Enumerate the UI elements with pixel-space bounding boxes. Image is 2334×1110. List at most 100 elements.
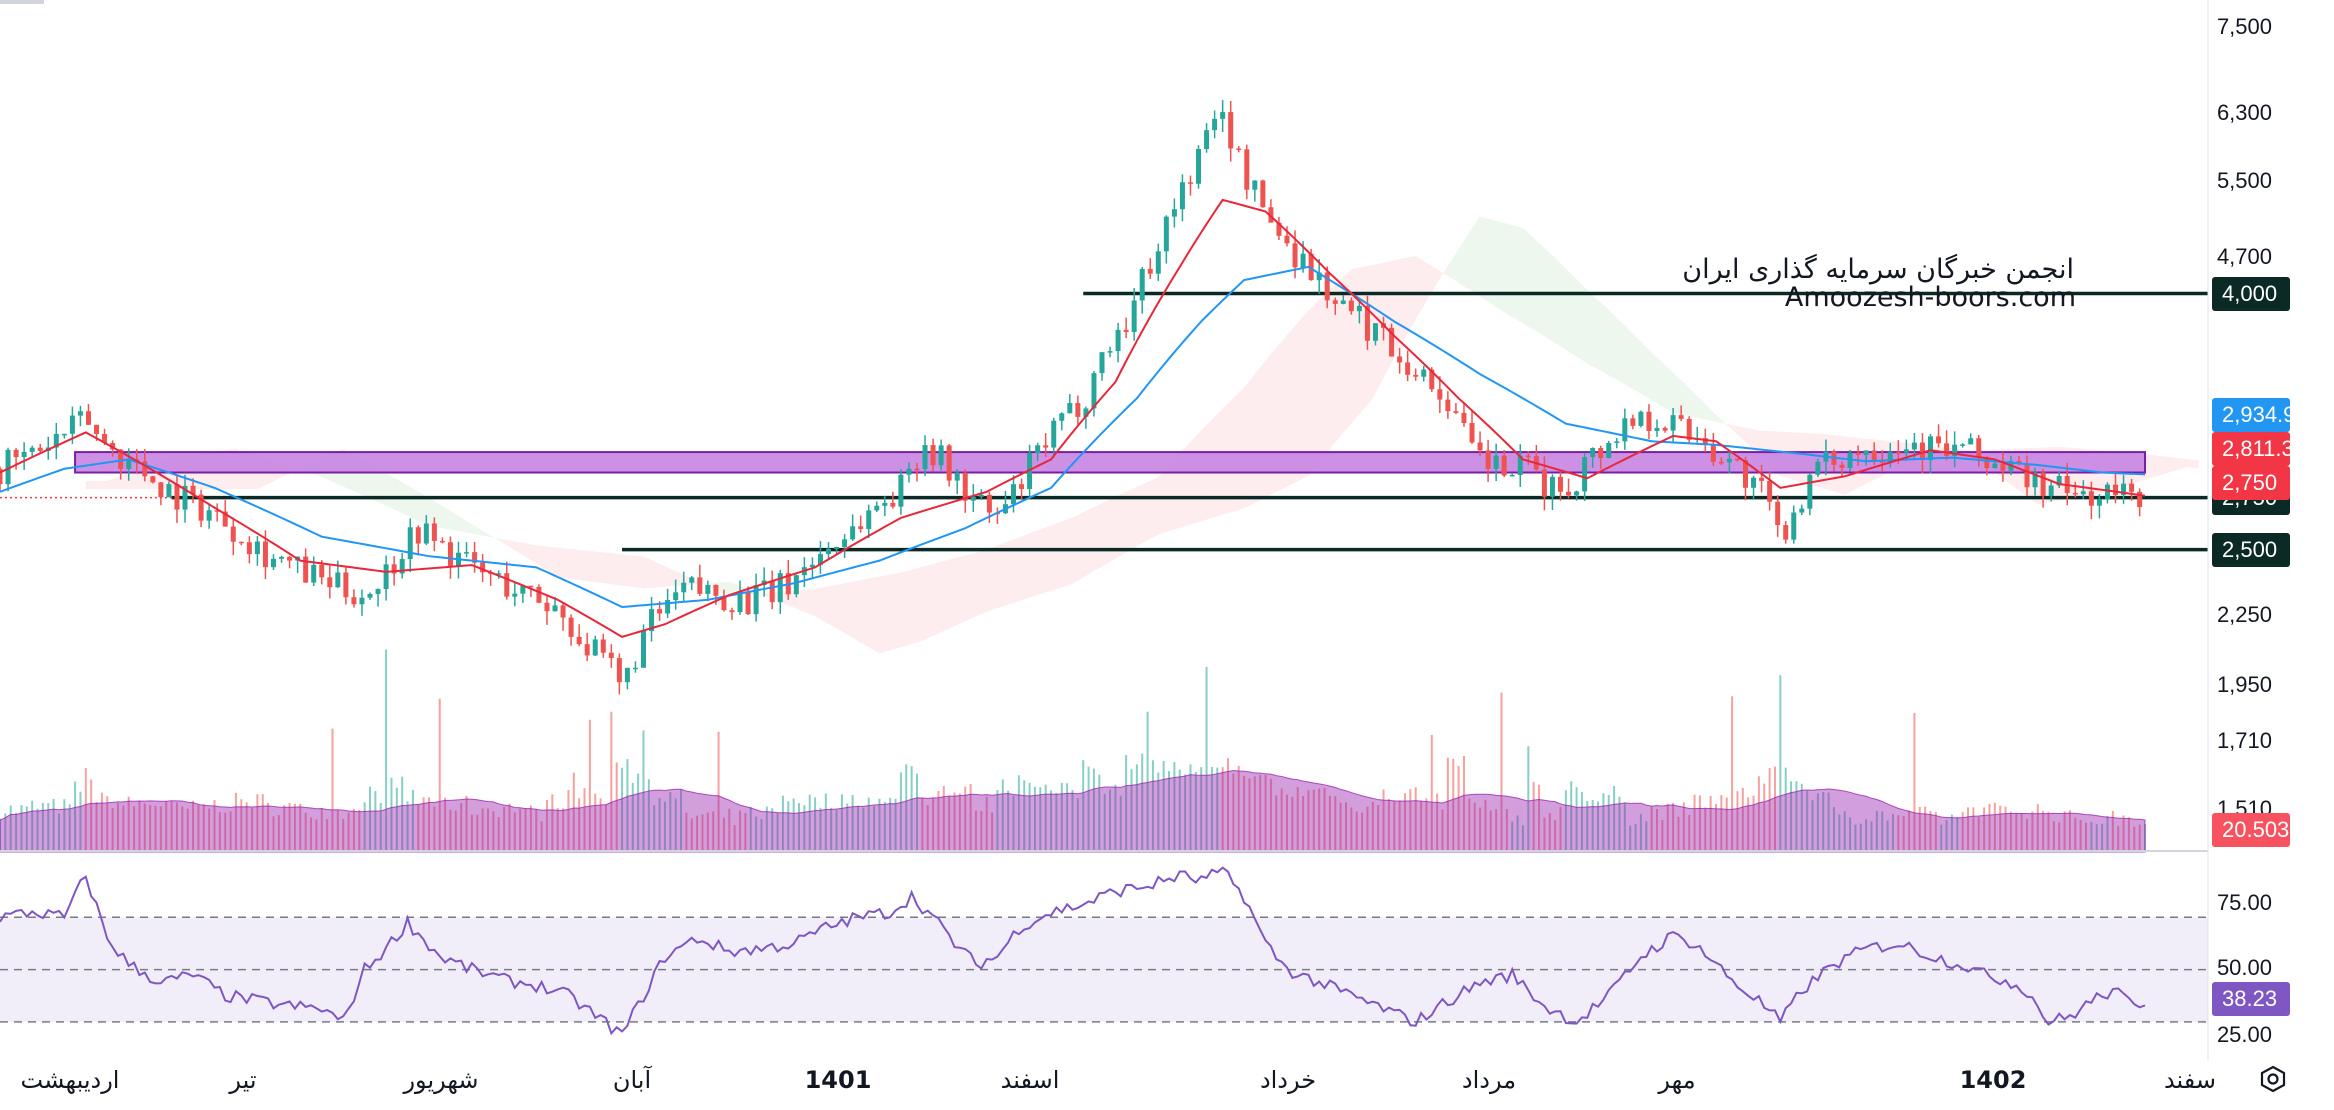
cloud-segment (1340, 269, 1352, 436)
cloud-segment (1630, 330, 1641, 394)
candle-body (1582, 457, 1588, 492)
candle-body (705, 584, 711, 594)
settings-hexagon-icon[interactable] (2258, 1064, 2288, 1094)
candle-body (624, 667, 630, 683)
cloud-segment (407, 485, 419, 521)
candle-body (311, 564, 317, 583)
candle-body (1759, 477, 1765, 481)
candle-body (1984, 456, 1990, 469)
cloud-segment (1683, 382, 1695, 418)
volume-tag: 20.503M (2212, 813, 2308, 847)
candle-body (1123, 329, 1129, 332)
candle-body (592, 639, 598, 656)
candle-body (94, 424, 100, 434)
candle-body (769, 580, 775, 603)
cloud-segment (1158, 465, 1170, 535)
candle-body (287, 556, 293, 561)
candle-body (1549, 476, 1555, 497)
candle-body (335, 572, 341, 588)
candle-body (319, 564, 325, 578)
cloud-segment (1490, 219, 1502, 311)
candle-body (279, 556, 285, 559)
candle-body (383, 564, 389, 590)
cloud-segment (825, 584, 837, 629)
candle-body (1324, 272, 1330, 301)
cloud-segment (2177, 457, 2188, 471)
candle-body (303, 556, 309, 583)
candle-body (158, 482, 164, 498)
cloud-segment (879, 574, 891, 654)
candle-body (520, 585, 526, 594)
candle-body (713, 584, 719, 596)
candle-body (1316, 272, 1322, 281)
candle-body (496, 573, 502, 575)
candle-body (608, 652, 614, 659)
candle-body (866, 510, 872, 529)
candle-body (1461, 412, 1467, 424)
candle-body (697, 577, 703, 594)
cloud-segment (525, 543, 537, 564)
price-tick: 1,710 (2216, 728, 2272, 753)
candle-body (1043, 445, 1049, 448)
price-tick: 1,950 (2216, 672, 2272, 697)
time-tick: 1402 (1959, 1066, 2027, 1094)
cloud-segment (1705, 404, 1716, 422)
candles-layer (0, 99, 2143, 695)
cloud-segment (1587, 290, 1599, 370)
candle-body (890, 502, 896, 507)
candle-body (1903, 449, 1909, 453)
cloud-segment (632, 555, 644, 589)
cloud-segment (890, 572, 901, 651)
candle-body (1405, 362, 1411, 375)
candle-body (1268, 207, 1274, 223)
cloud-segment (954, 555, 966, 627)
time-tick: سفند (2163, 1066, 2217, 1094)
cloud-segment (1426, 262, 1438, 302)
candle-body (230, 526, 236, 542)
candle-body (2088, 491, 2094, 506)
candle-body (1389, 327, 1395, 357)
candle-body (1952, 444, 1958, 456)
cloud-segment (922, 563, 934, 641)
candle-body (1244, 149, 1250, 190)
candle-body (954, 472, 960, 481)
candle-body (1019, 484, 1025, 489)
candle-body (1517, 455, 1523, 475)
price-tick: 7,500 (2216, 14, 2272, 39)
cloud-segment (643, 556, 655, 589)
cloud-segment (1287, 322, 1298, 487)
price-tick: 5,500 (2216, 168, 2272, 193)
price-tag: 2,811.3 (2212, 432, 2294, 466)
candle-body (415, 527, 421, 544)
candle-body (1284, 235, 1290, 244)
candle-body (1445, 399, 1451, 412)
candle-body (1196, 148, 1202, 184)
candle-body (536, 586, 542, 603)
cloud-segment (461, 517, 472, 534)
candle-body (1252, 180, 1258, 190)
candle-body (254, 541, 260, 555)
candle-body (2080, 491, 2086, 495)
candle-body (793, 575, 799, 595)
candle-body (1557, 476, 1563, 492)
cloud-segment (536, 545, 547, 571)
cloud-segment (1458, 232, 1470, 290)
candle-body (874, 505, 880, 511)
cloud-segment (1716, 414, 1727, 425)
cloud-segment (85, 480, 97, 490)
candle-body (1614, 441, 1620, 444)
cloud-segment (514, 541, 526, 557)
candle-body (1485, 450, 1491, 469)
cloud-segment (429, 498, 440, 528)
candle-body (938, 445, 944, 466)
cloud-segment (1555, 258, 1566, 350)
candle-body (1139, 268, 1145, 301)
cloud-segment (1404, 256, 1416, 339)
candle-body (214, 510, 220, 512)
candle-body (1187, 182, 1193, 184)
candle-body (198, 494, 204, 521)
candle-body (2024, 464, 2030, 488)
candle-body (1179, 182, 1185, 210)
candle-body (1356, 305, 1362, 312)
